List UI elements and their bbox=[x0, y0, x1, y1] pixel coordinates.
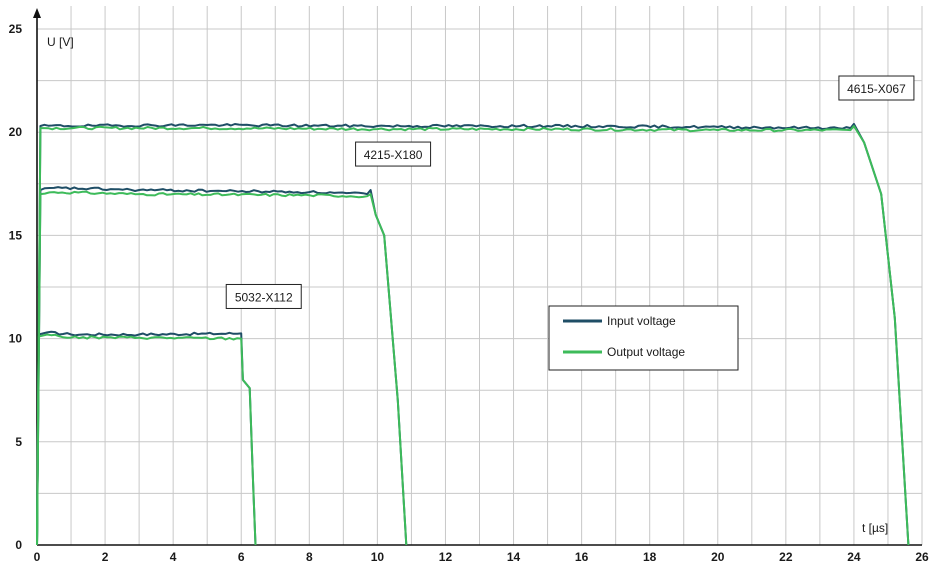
series-line-input bbox=[36, 186, 408, 546]
x-tick-label: 8 bbox=[306, 550, 313, 564]
annotation-label: 4615-X067 bbox=[847, 82, 906, 96]
annotation-label: 5032-X112 bbox=[235, 290, 293, 304]
legend-label-input: Input voltage bbox=[607, 314, 676, 328]
x-tick-label: 14 bbox=[507, 550, 521, 564]
annotation-box bbox=[225, 283, 302, 309]
x-tick-label: 22 bbox=[779, 550, 793, 564]
series-line-output bbox=[36, 125, 910, 546]
x-tick-label: 10 bbox=[371, 550, 385, 564]
series-line-output bbox=[36, 333, 257, 546]
y-tick-label: 20 bbox=[9, 125, 23, 139]
series-line-input bbox=[36, 330, 257, 546]
x-tick-label: 16 bbox=[575, 550, 589, 564]
x-tick-label: 0 bbox=[34, 550, 41, 564]
x-tick-label: 2 bbox=[102, 550, 109, 564]
series bbox=[36, 122, 910, 546]
annotation-box bbox=[355, 141, 432, 167]
annotation-label: 4215-X180 bbox=[364, 148, 423, 162]
legend-box bbox=[548, 305, 739, 371]
axes: U [V] t [µs] bbox=[33, 8, 922, 546]
y-tick-label: 15 bbox=[9, 228, 23, 242]
x-tick-label: 4 bbox=[170, 550, 177, 564]
y-tick-label: 10 bbox=[9, 332, 23, 346]
x-tick-label: 6 bbox=[238, 550, 245, 564]
x-axis-label: t [µs] bbox=[862, 521, 888, 535]
y-axis-label: U [V] bbox=[47, 35, 74, 49]
y-axis-arrow bbox=[33, 8, 41, 18]
x-tick-label: 20 bbox=[711, 550, 725, 564]
grid bbox=[37, 6, 923, 545]
legend-label-output: Output voltage bbox=[607, 345, 685, 359]
y-tick-label: 0 bbox=[15, 538, 22, 552]
annotations: 5032-X112 4215-X180 4615-X067 bbox=[225, 75, 915, 309]
annotation-box bbox=[838, 75, 915, 101]
series-line-input bbox=[36, 122, 910, 546]
series-line-output bbox=[36, 190, 408, 546]
y-tick-label: 25 bbox=[9, 22, 23, 36]
x-tick-label: 12 bbox=[439, 550, 453, 564]
y-tick-label: 5 bbox=[15, 435, 22, 449]
x-tick-label: 24 bbox=[847, 550, 861, 564]
legend: Input voltage Output voltage bbox=[548, 305, 739, 371]
x-tick-label: 18 bbox=[643, 550, 657, 564]
x-tick-label: 26 bbox=[915, 550, 929, 564]
